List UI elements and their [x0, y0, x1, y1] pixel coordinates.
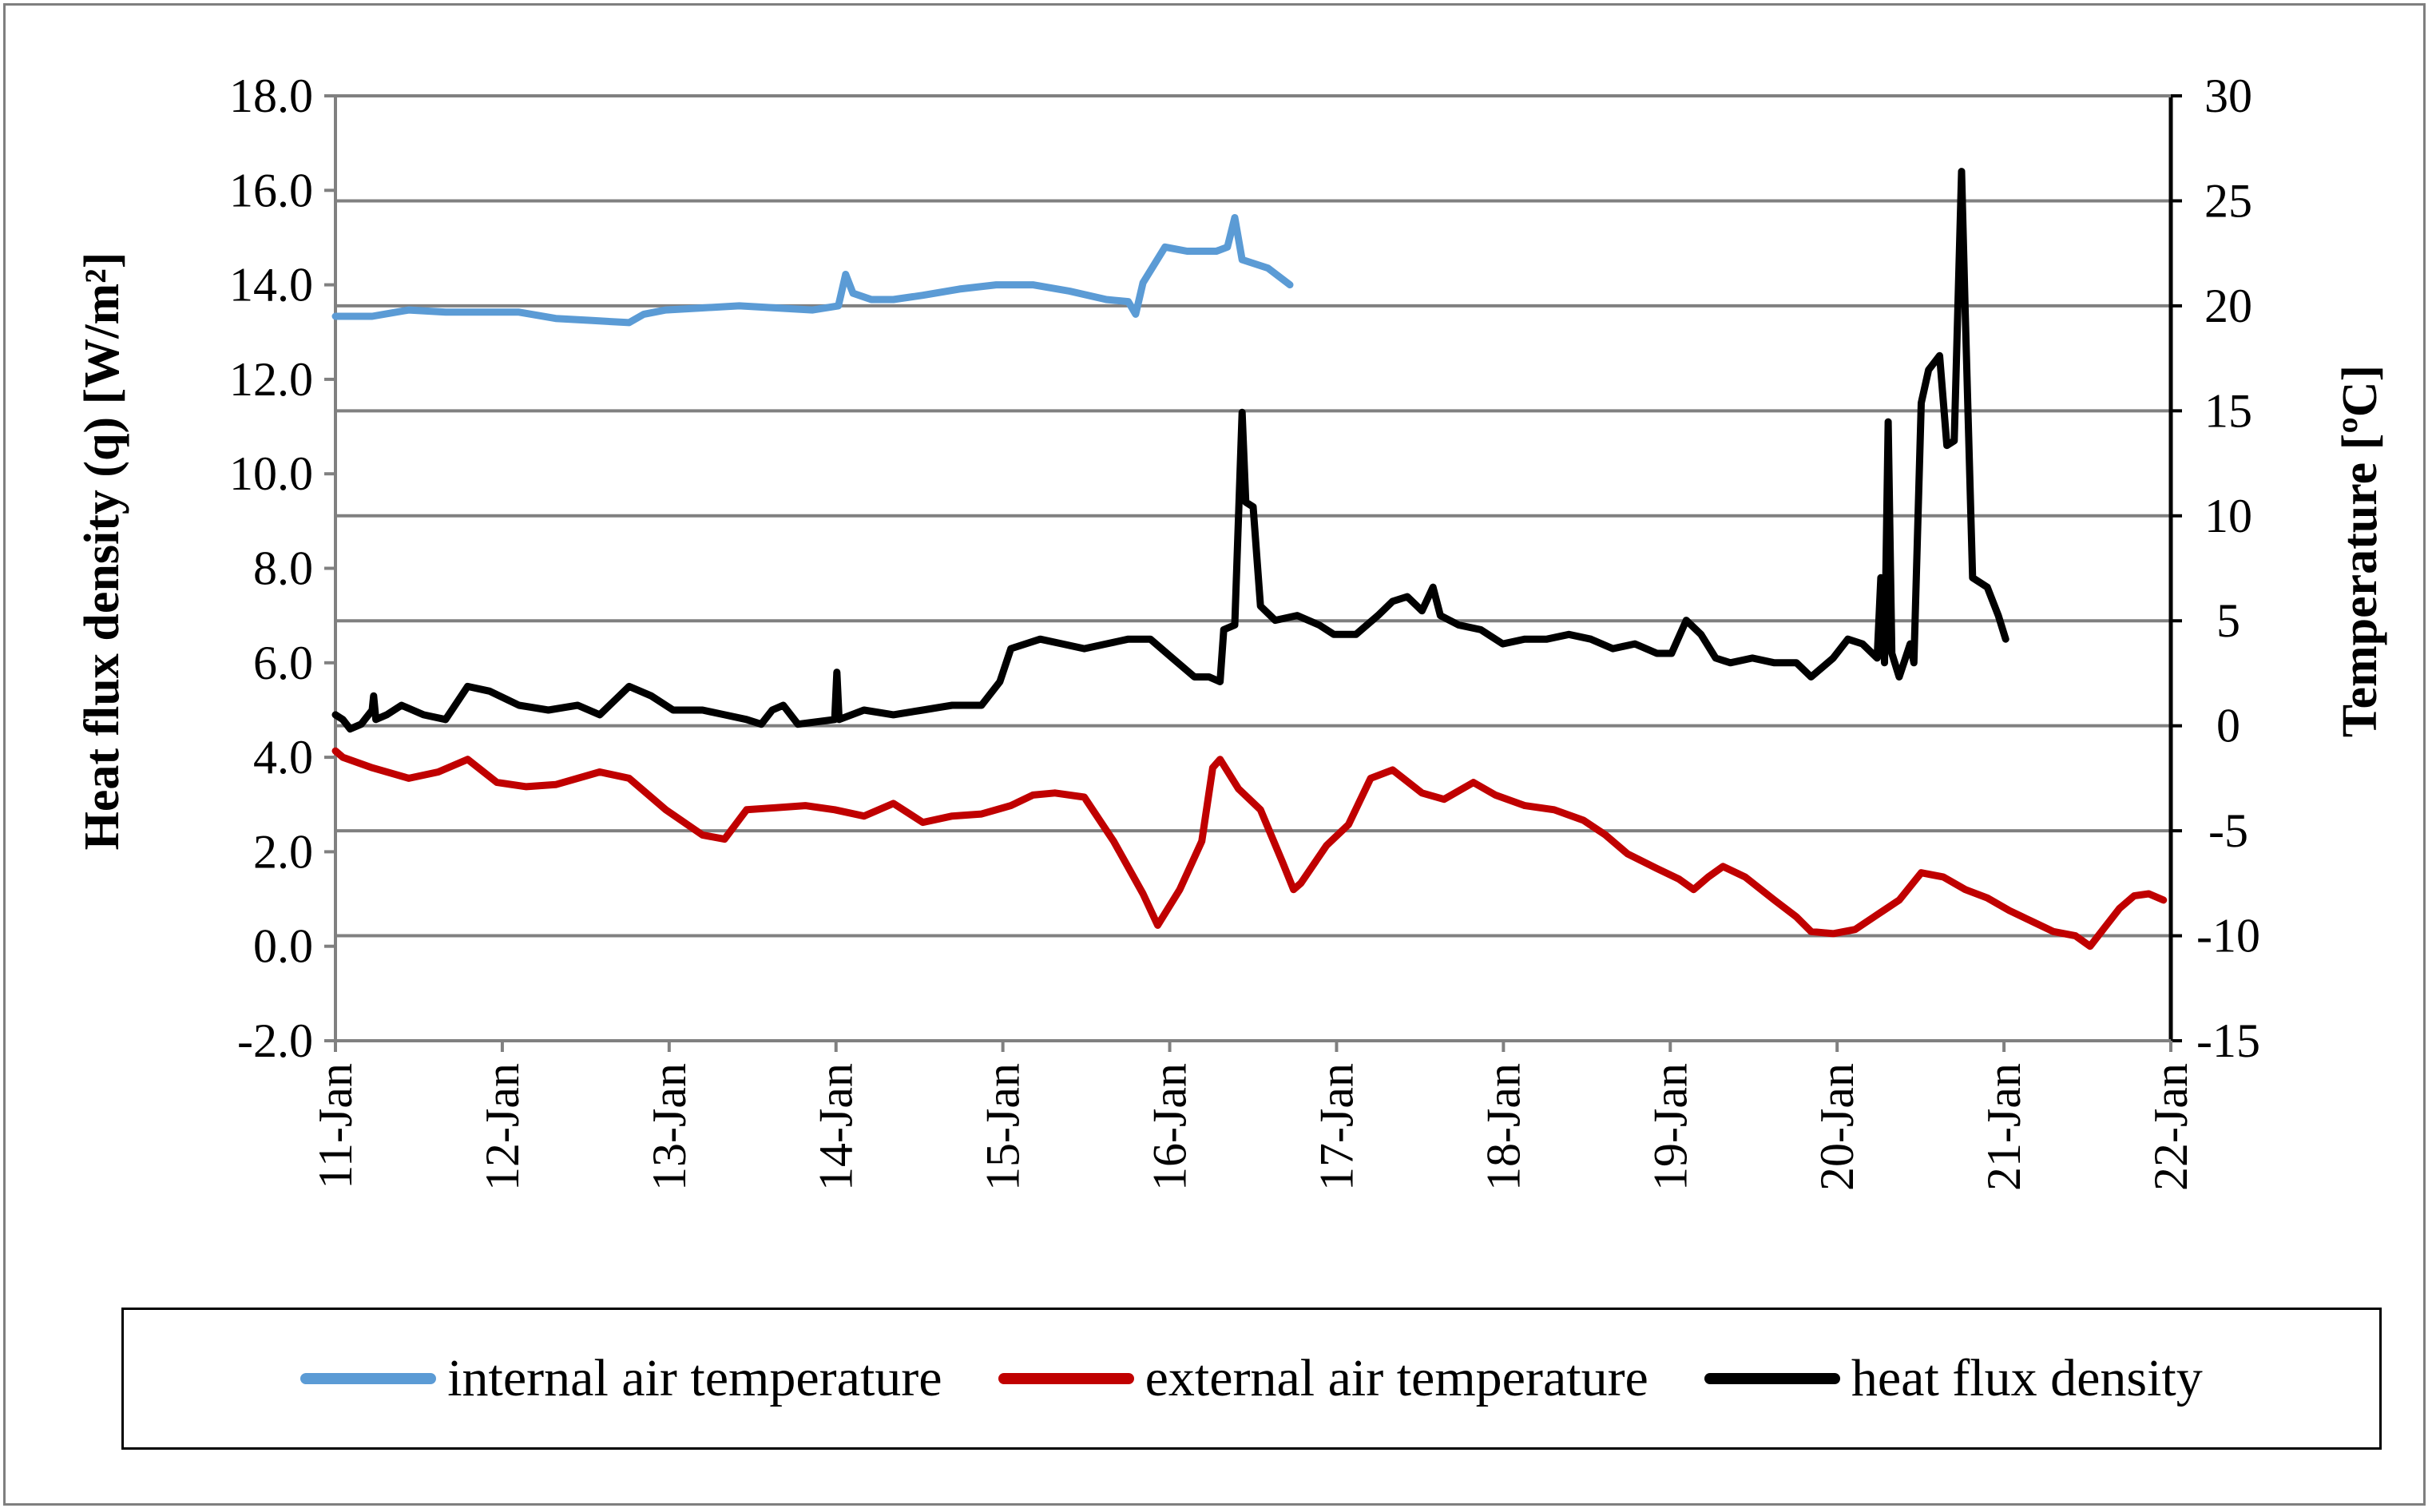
legend-label-heatflux: heat flux density: [1851, 1349, 2203, 1407]
y2-tick-label: 30: [2204, 69, 2252, 122]
gridlines: [334, 94, 2173, 1042]
y-tick-label: 12.0: [229, 353, 313, 406]
y2-tick-label: -5: [2208, 804, 2248, 857]
y2-tick-label: 25: [2204, 174, 2252, 227]
axis-ticks: -2.0 0.0 2.0 4.0 6.0 8.0 10.0 12.0 14.0 16.0 18.0 -…: [229, 69, 2260, 1191]
y-tick-label: 16.0: [229, 164, 313, 216]
legend-item-external: external air temperature: [998, 1348, 1648, 1409]
y-tick-label: -2.0: [237, 1014, 313, 1067]
x-tick-label: 22-Jan: [2144, 1063, 2197, 1191]
series-line-2: [331, 168, 2009, 733]
x-tick-label: 11-Jan: [309, 1063, 362, 1189]
legend-swatch-internal: [300, 1373, 437, 1384]
y-axis-label: Heat flux density (q) [W/m²]: [75, 252, 129, 851]
chart-area: -2.0 0.0 2.0 4.0 6.0 8.0 10.0 12.0 14.0 16.0 18.0 -…: [75, 69, 2387, 1191]
legend: internal air temperature external air te…: [121, 1308, 2382, 1450]
x-tick-label: 13-Jan: [643, 1063, 696, 1191]
x-tick-label: 19-Jan: [1644, 1063, 1696, 1191]
y2-tick-label: 15: [2204, 384, 2252, 437]
y2-tick-label: 5: [2216, 594, 2240, 647]
x-tick-label: 18-Jan: [1477, 1063, 1529, 1191]
y2-tick-label: 10: [2204, 490, 2252, 542]
legend-label-external: external air temperature: [1145, 1349, 1648, 1407]
y2-axis-label: Temperature [ºC]: [2333, 365, 2387, 737]
y2-tick-label: 0: [2216, 700, 2240, 752]
x-tick-label: 15-Jan: [977, 1063, 1030, 1191]
legend-label-internal: internal air temperature: [447, 1349, 942, 1407]
y2-tick-label: -10: [2196, 910, 2260, 962]
y-tick-label: 4.0: [253, 731, 313, 784]
y-tick-label: 0.0: [253, 920, 313, 973]
y2-tick-label: -15: [2196, 1014, 2260, 1067]
legend-swatch-heatflux: [1704, 1373, 1840, 1384]
x-tick-label: 20-Jan: [1811, 1063, 1863, 1191]
y-tick-label: 18.0: [229, 69, 313, 122]
y-tick-label: 2.0: [253, 825, 313, 878]
y-tick-label: 10.0: [229, 447, 313, 500]
legend-item-heatflux: heat flux density: [1704, 1348, 2203, 1409]
y2-tick-label: 20: [2204, 280, 2252, 332]
series-group: [331, 168, 2168, 950]
x-tick-label: 16-Jan: [1144, 1063, 1196, 1191]
x-tick-label: 21-Jan: [1978, 1063, 2030, 1191]
legend-swatch-external: [998, 1373, 1134, 1384]
chart-frame: [3, 3, 2426, 1506]
series-line-0: [331, 214, 1294, 327]
x-tick-label: 14-Jan: [810, 1063, 863, 1191]
x-tick-label: 17-Jan: [1310, 1063, 1363, 1191]
y-tick-label: 8.0: [253, 542, 313, 595]
y-tick-label: 14.0: [229, 259, 313, 312]
x-tick-label: 12-Jan: [476, 1063, 529, 1191]
series-line-1: [331, 747, 2168, 950]
legend-item-internal: internal air temperature: [300, 1348, 942, 1409]
y-tick-label: 6.0: [253, 637, 313, 689]
